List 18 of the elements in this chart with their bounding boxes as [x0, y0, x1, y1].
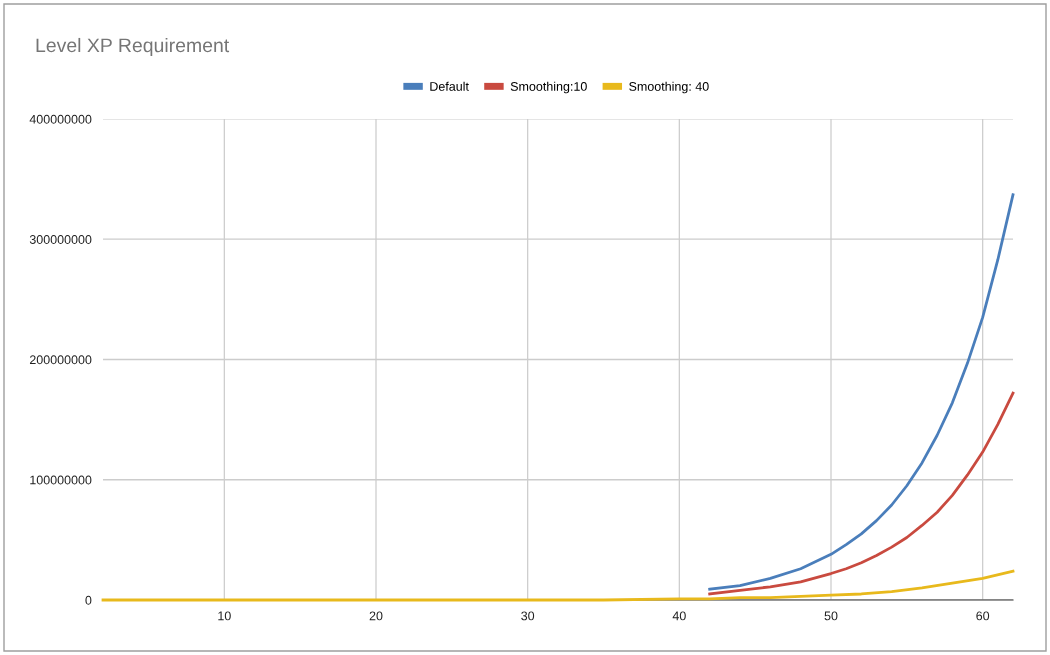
x-tick-label: 40 [672, 611, 686, 621]
y-tick-label: 200000000 [29, 355, 92, 365]
legend-label: Smoothing:10 [510, 81, 587, 94]
y-tick-label: 100000000 [30, 475, 92, 485]
legend-label: Default [430, 81, 469, 91]
x-tick-label: 30 [521, 611, 535, 621]
line-series [101, 569, 1015, 602]
x-tick-label: 20 [369, 611, 383, 621]
x-tick-label: 10 [218, 611, 231, 621]
line-series [708, 391, 1015, 596]
legend-label: Smoothing: 40 [629, 81, 709, 94]
chart-title: Level XP Requirement [36, 37, 230, 57]
x-tick-label: 60 [976, 611, 990, 621]
y-tick-label: 0 [85, 595, 92, 605]
y-tick-label: 400000000 [29, 114, 92, 124]
line-series [708, 193, 1015, 591]
y-tick-label: 300000000 [29, 235, 92, 244]
x-tick-label: 50 [824, 611, 838, 621]
